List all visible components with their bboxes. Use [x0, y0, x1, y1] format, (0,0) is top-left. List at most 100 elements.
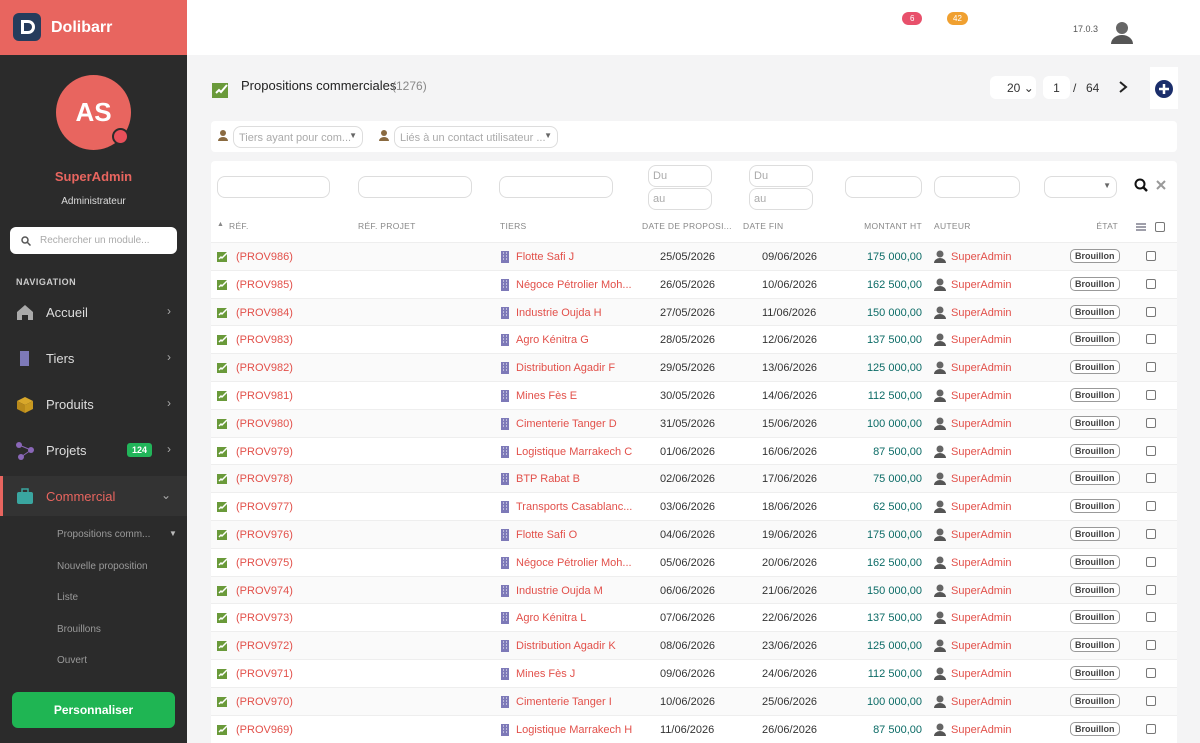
date-from[interactable]: Du	[648, 165, 712, 187]
thirdparty-link[interactable]: Négoce Pétrolier Moh...	[516, 556, 632, 569]
thirdparty-link[interactable]: Agro Kénitra G	[516, 334, 589, 347]
page-input[interactable]: 1	[1043, 76, 1070, 99]
thirdparty-link[interactable]: Agro Kénitra L	[516, 612, 587, 625]
ref-link[interactable]: (PROV983)	[236, 334, 293, 347]
thirdparty-link[interactable]: Distribution Agadir K	[516, 640, 616, 653]
page-total[interactable]: 64	[1086, 81, 1100, 95]
row-checkbox[interactable]	[1146, 529, 1156, 539]
author-link[interactable]: SuperAdmin	[951, 584, 1012, 597]
row-checkbox[interactable]	[1146, 612, 1156, 623]
row-checkbox[interactable]	[1146, 723, 1156, 734]
ref-link[interactable]: (PROV982)	[236, 362, 293, 375]
new-button[interactable]	[1155, 80, 1173, 98]
row-checkbox[interactable]	[1146, 445, 1156, 456]
ref-link[interactable]: (PROV980)	[236, 417, 293, 430]
author-link[interactable]: SuperAdmin	[951, 278, 1012, 291]
amount-filter[interactable]	[845, 176, 922, 198]
row-checkbox[interactable]	[1146, 417, 1156, 428]
thirdparty-link[interactable]: Flotte Safi J	[516, 251, 575, 263]
author-link[interactable]: SuperAdmin	[951, 445, 1012, 458]
contact-filter[interactable]: Liés à un contact utilisateur ... ▼	[394, 126, 558, 148]
next-page[interactable]	[1117, 80, 1129, 94]
brand-bar[interactable]: Dolibarr	[0, 0, 187, 55]
reset-button[interactable]	[1156, 180, 1166, 190]
author-link[interactable]: SuperAdmin	[951, 473, 1012, 486]
author-link[interactable]: SuperAdmin	[951, 695, 1012, 708]
search-button[interactable]	[1134, 178, 1148, 192]
row-checkbox[interactable]	[1146, 668, 1156, 678]
ref-filter[interactable]	[217, 176, 330, 198]
author-link[interactable]: SuperAdmin	[951, 306, 1012, 319]
author-filter[interactable]	[934, 176, 1020, 198]
nav-item[interactable]: ⌄ Commercial	[0, 476, 187, 516]
thirdparty-link[interactable]: Logistique Marrakech H	[516, 723, 633, 736]
nav-item[interactable]: › Tiers	[0, 338, 187, 378]
thirdparty-link[interactable]: Cimenterie Tanger D	[516, 417, 617, 430]
user-avatar-small[interactable]	[1111, 20, 1133, 44]
ref-link[interactable]: (PROV979)	[236, 445, 293, 458]
ref-link[interactable]: (PROV972)	[236, 640, 293, 653]
per-page-select[interactable]: 20 ⌄	[990, 76, 1036, 99]
author-link[interactable]: SuperAdmin	[951, 668, 1012, 680]
author-link[interactable]: SuperAdmin	[951, 640, 1012, 653]
author-link[interactable]: SuperAdmin	[951, 362, 1012, 375]
thirdparty-link[interactable]: Négoce Pétrolier Moh...	[516, 278, 632, 291]
submenu-item[interactable]: Ouvert	[57, 655, 88, 666]
thirdparty-link[interactable]: Distribution Agadir F	[516, 362, 616, 375]
author-link[interactable]: SuperAdmin	[951, 251, 1012, 263]
thirdparty-link[interactable]: Cimenterie Tanger I	[516, 695, 612, 708]
submenu-item[interactable]: Brouillons	[57, 623, 101, 635]
row-checkbox[interactable]	[1146, 362, 1156, 373]
ref-link[interactable]: (PROV978)	[236, 473, 293, 486]
submenu-item[interactable]: Liste	[57, 592, 79, 603]
row-checkbox[interactable]	[1146, 251, 1156, 261]
select-all[interactable]	[1155, 222, 1165, 232]
module-search[interactable]: Rechercher un module...	[10, 227, 177, 254]
ref-link[interactable]: (PROV969)	[236, 723, 293, 736]
ref-link[interactable]: (PROV974)	[236, 584, 293, 597]
ref-link[interactable]: (PROV976)	[236, 529, 293, 541]
author-link[interactable]: SuperAdmin	[951, 417, 1012, 430]
submenu-item[interactable]: Nouvelle proposition	[57, 560, 148, 572]
row-checkbox[interactable]	[1146, 556, 1156, 567]
ref-link[interactable]: (PROV981)	[236, 390, 293, 402]
row-checkbox[interactable]	[1146, 501, 1156, 512]
row-checkbox[interactable]	[1146, 334, 1156, 345]
author-link[interactable]: SuperAdmin	[951, 612, 1012, 625]
date-from[interactable]: Du	[749, 165, 813, 187]
thirdparty-link[interactable]: Mines Fès E	[516, 390, 578, 402]
row-checkbox[interactable]	[1146, 306, 1156, 317]
column-header[interactable]: DATE FIN	[743, 221, 784, 231]
tiers-filter[interactable]	[499, 176, 613, 198]
date-to[interactable]: au	[648, 188, 712, 210]
thirdparty-filter[interactable]: Tiers ayant pour com... ▼	[233, 126, 363, 148]
column-header[interactable]: ÉTAT	[1096, 221, 1118, 231]
nav-item[interactable]: › Projets	[0, 430, 187, 470]
columns-icon[interactable]	[1136, 223, 1146, 231]
nav-item[interactable]: › Produits	[0, 384, 187, 424]
project-filter[interactable]	[358, 176, 472, 198]
ref-link[interactable]: (PROV971)	[236, 668, 293, 680]
author-link[interactable]: SuperAdmin	[951, 556, 1012, 569]
author-link[interactable]: SuperAdmin	[951, 501, 1012, 514]
thirdparty-link[interactable]: Mines Fès J	[516, 668, 576, 680]
author-link[interactable]: SuperAdmin	[951, 723, 1012, 736]
thirdparty-link[interactable]: BTP Rabat B	[516, 473, 580, 486]
column-header[interactable]: AUTEUR	[934, 221, 971, 231]
submenu-item[interactable]: Propositions comm...	[57, 529, 151, 540]
row-checkbox[interactable]	[1146, 640, 1156, 651]
column-header[interactable]: DATE DE PROPOSI...	[642, 221, 732, 231]
ref-link[interactable]: (PROV973)	[236, 612, 293, 625]
avatar-dropdown[interactable]	[112, 128, 129, 145]
thirdparty-link[interactable]: Transports Casablanc...	[516, 501, 633, 514]
row-checkbox[interactable]	[1146, 390, 1156, 400]
column-header[interactable]: MONTANT HT	[864, 221, 922, 231]
thirdparty-link[interactable]: Flotte Safi O	[516, 529, 578, 541]
row-checkbox[interactable]	[1146, 584, 1156, 595]
notif-badge[interactable]: 42	[947, 12, 968, 25]
row-checkbox[interactable]	[1146, 278, 1156, 289]
ref-link[interactable]: (PROV984)	[236, 306, 293, 319]
author-link[interactable]: SuperAdmin	[951, 390, 1012, 402]
thirdparty-link[interactable]: Logistique Marrakech C	[516, 445, 633, 458]
customize-button[interactable]: Personnaliser	[12, 692, 175, 728]
